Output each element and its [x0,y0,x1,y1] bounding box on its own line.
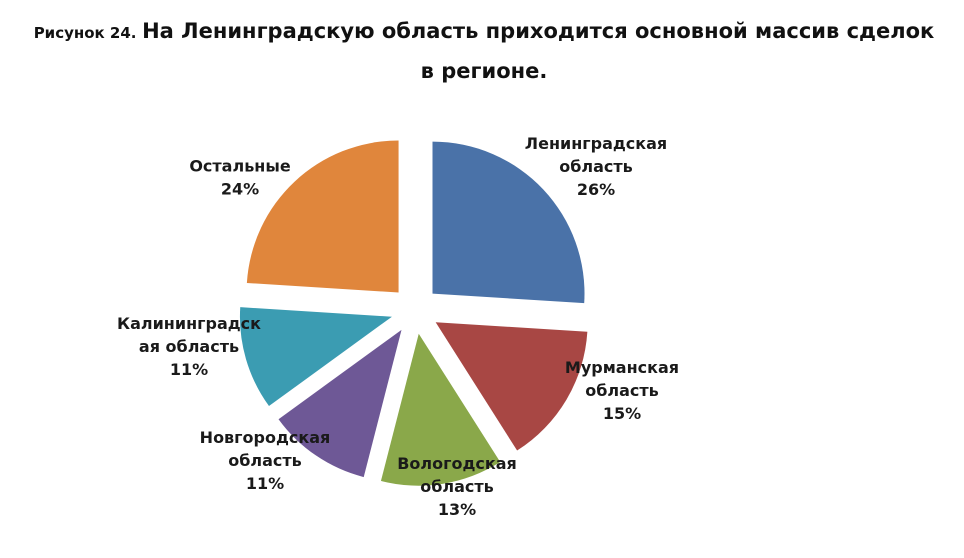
slice-label-line: область [420,477,494,496]
slice-label-line: 11% [170,360,208,379]
slice-label-6: Остальные 24% [189,157,291,199]
slice-label-line: 13% [438,500,476,519]
slice-label-5: Калининградск ая область 11% [117,314,261,379]
chart-title: Рисунок 24. На Ленинградскую область при… [24,12,944,92]
slice-label-line: ая область [139,337,239,356]
slice-label-line: Мурманская [565,358,679,377]
labels-layer: Ленинградская область 26% Мурманская область… [117,134,679,519]
slice-label-2: Мурманская область 15% [565,358,679,423]
slice-label-line: область [585,381,659,400]
slice-label-line: 11% [246,474,284,493]
title-text: На Ленинградскую область приходится осно… [142,19,935,83]
slice-label-line: Калининградск [117,314,261,333]
slice-label-line: 26% [577,180,615,199]
slice-label-line: Ленинградская [525,134,667,153]
slice-label-3: Вологодская область 13% [397,454,517,519]
slice-label-line: 24% [221,180,259,199]
pie-slice-4 [278,329,402,478]
slices-layer [239,140,588,486]
pie-slice-3 [380,333,501,486]
slice-label-line: Вологодская [397,454,517,473]
slice-label-4: Новгородская область 11% [200,428,331,493]
slice-label-line: область [228,451,302,470]
pie-slice-5 [239,307,392,407]
slice-label-line: 15% [603,404,641,423]
slice-label-line: Новгородская [200,428,331,447]
pie-slice-1 [432,141,585,304]
slice-label-line: Остальные [189,157,291,176]
slice-label-line: область [559,157,633,176]
slice-label-1: Ленинградская область 26% [525,134,667,199]
figure-number: Рисунок 24. [33,24,137,42]
pie-slice-2 [435,322,588,451]
pie-slice-6 [246,140,399,293]
